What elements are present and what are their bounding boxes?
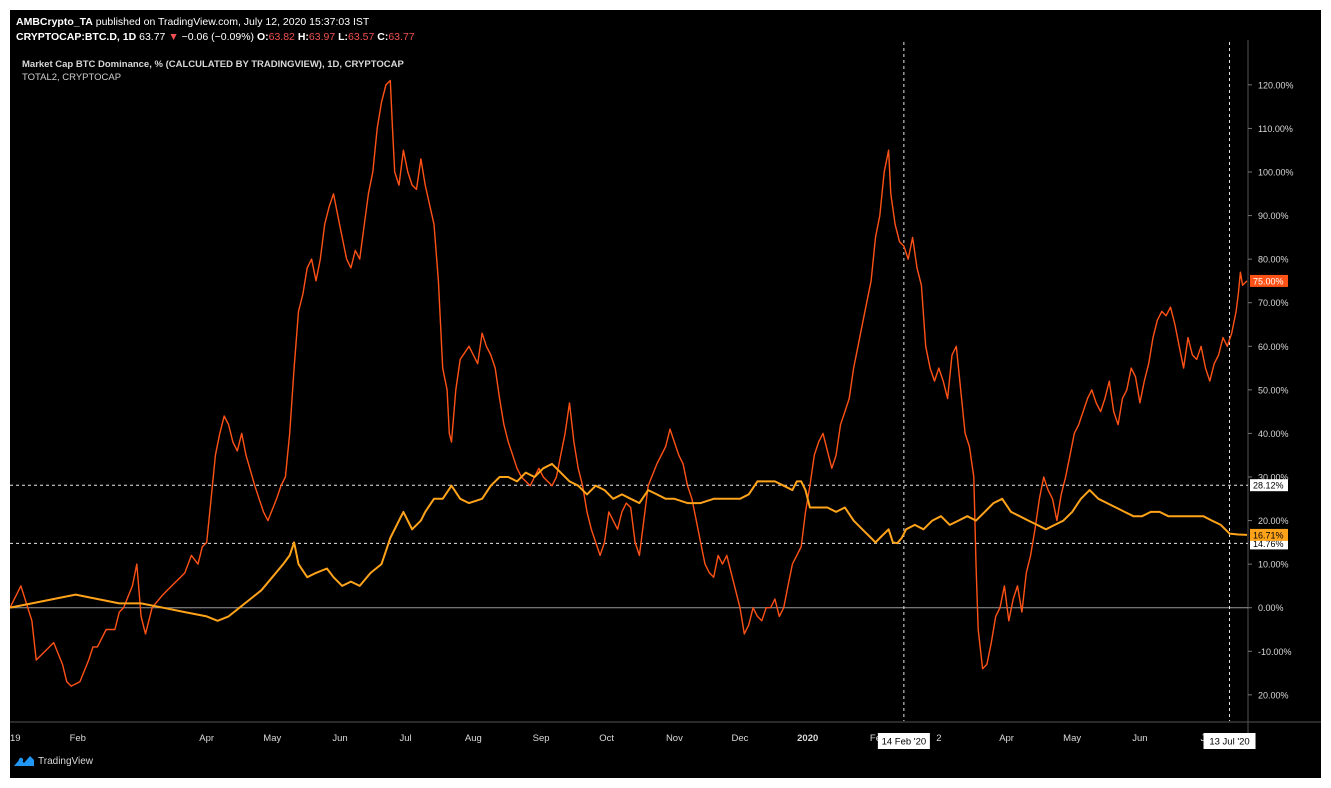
price-label-box <box>1250 528 1288 541</box>
y-tick-label: 110.00% <box>1258 124 1293 134</box>
y-tick-label: 10.00% <box>1258 560 1289 570</box>
x-tick-label: Aug <box>465 733 482 744</box>
close-value: 63.77 <box>388 31 415 43</box>
level-label: 28.12% <box>1253 481 1284 491</box>
y-tick-label: 40.00% <box>1258 429 1289 439</box>
low-value: 63.57 <box>348 31 375 43</box>
publish-info: AMBCrypto_TA published on TradingView.co… <box>16 15 415 30</box>
x-tick-label: May <box>263 733 281 744</box>
publisher-name[interactable]: AMBCrypto_TA <box>16 16 93 28</box>
published-text: published on TradingView.com, July 12, 2… <box>95 16 370 28</box>
y-tick-label: -10.00% <box>1258 647 1292 657</box>
y-tick-label: 20.00% <box>1258 690 1289 700</box>
symbol-label[interactable]: CRYPTOCAP:BTC.D, 1D <box>16 31 137 43</box>
x-tick-label: Jun <box>332 733 347 744</box>
chart-canvas[interactable]: 120.00% 110.00% 100.00% 90.00% 80.00% 70.00% 6… <box>10 10 1321 778</box>
arrow-down-icon: ▼ <box>168 31 179 43</box>
x-tick-label: Sep <box>533 733 550 744</box>
y-tick-label: 30.00% <box>1258 473 1289 483</box>
brand[interactable]: TradingView <box>13 754 93 768</box>
legend-total2[interactable]: TOTAL2, CRYPTOCAP <box>22 72 122 83</box>
x-tick-label: Jun <box>1132 733 1147 744</box>
chart-header: AMBCrypto_TA published on TradingView.co… <box>16 15 415 45</box>
open-label: O: <box>256 31 269 43</box>
x-tick-label: Oct <box>599 733 614 744</box>
x-tick-label: Fe <box>870 733 881 744</box>
y-tick-label: 90.00% <box>1258 211 1289 221</box>
ohlc-line: CRYPTOCAP:BTC.D, 1D 63.77 ▼ −0.06 (−0.09… <box>16 30 415 45</box>
x-tick-label: Dec <box>732 733 749 744</box>
chart-frame: AMBCrypto_TA published on TradingView.co… <box>10 10 1321 778</box>
y-tick-label: 80.00% <box>1258 255 1289 265</box>
date-label-box <box>877 733 930 749</box>
brand-name: TradingView <box>38 755 94 767</box>
y-tick-label: 120.00% <box>1258 80 1294 90</box>
x-tick-label: Apr <box>199 733 214 744</box>
y-tick-label: 70.00% <box>1258 298 1289 308</box>
x-tick-label: Jul <box>399 733 411 744</box>
x-tick-label: Nov <box>666 733 683 744</box>
x-tick-label: 2020 <box>797 733 818 744</box>
x-tick-label: Feb <box>70 733 86 744</box>
x-tick-label: May <box>1063 733 1081 744</box>
level-label: 14.76% <box>1253 539 1284 549</box>
last-price: 63.77 <box>139 31 166 43</box>
y-tick-label: 50.00% <box>1258 385 1289 395</box>
price-label-box <box>1250 274 1288 287</box>
y-tick-label: 0.00% <box>1258 603 1284 613</box>
date-label-box <box>1203 733 1256 749</box>
low-label: L: <box>338 31 349 43</box>
date-label: 13 Jul '20 <box>1209 737 1249 748</box>
x-tick-label: 19 <box>10 733 21 744</box>
y-tick-label: 60.00% <box>1258 342 1289 352</box>
level-label-box <box>1250 479 1288 492</box>
y-tick-label: 100.00% <box>1258 168 1294 178</box>
close-label: C: <box>377 31 389 43</box>
chart-legend: Market Cap BTC Dominance, % (CALCULATED … <box>22 58 404 84</box>
total2-line[interactable] <box>10 462 1248 622</box>
price-label: 75.00% <box>1253 276 1284 286</box>
legend-btc-dominance[interactable]: Market Cap BTC Dominance, % (CALCULATED … <box>22 59 404 70</box>
tradingview-logo-icon <box>14 756 34 766</box>
open-value: 63.82 <box>268 31 295 43</box>
high-value: 63.97 <box>308 31 336 43</box>
high-label: H: <box>297 31 309 43</box>
date-label: 14 Feb '20 <box>882 737 927 748</box>
price-label: 16.71% <box>1253 530 1284 540</box>
x-tick-label: Apr <box>999 733 1014 744</box>
x-tick-label: 2 <box>936 733 941 744</box>
btc-dominance-line[interactable] <box>10 79 1248 687</box>
y-tick-label: 20.00% <box>1258 516 1289 526</box>
price-change: −0.06 (−0.09%) <box>181 31 255 43</box>
